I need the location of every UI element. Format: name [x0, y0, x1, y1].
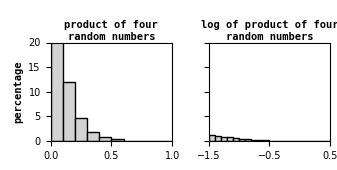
Bar — [251, 140, 257, 141]
Bar — [87, 132, 99, 141]
Bar — [233, 138, 239, 141]
Bar — [51, 0, 63, 141]
Bar — [209, 135, 215, 141]
Bar — [245, 139, 251, 141]
Bar — [111, 139, 124, 141]
Bar — [227, 137, 233, 141]
Bar — [264, 140, 270, 141]
Bar — [239, 139, 245, 141]
Bar — [221, 137, 227, 141]
Bar — [215, 136, 221, 141]
Bar — [75, 118, 87, 141]
Bar — [99, 137, 111, 141]
Bar — [257, 140, 264, 141]
Y-axis label: percentage: percentage — [13, 61, 23, 123]
Title: product of four
random numbers: product of four random numbers — [64, 20, 158, 42]
Title: log of product of four
random numbers: log of product of four random numbers — [201, 20, 337, 42]
Bar — [63, 82, 75, 141]
